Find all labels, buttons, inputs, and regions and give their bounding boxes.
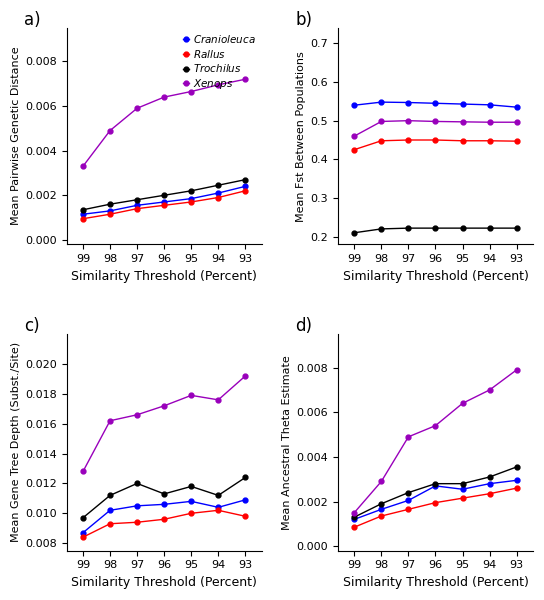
- Y-axis label: Mean Fst Between Populations: Mean Fst Between Populations: [296, 51, 306, 221]
- Text: d): d): [295, 317, 312, 335]
- Y-axis label: Mean Ancestral Theta Estimate: Mean Ancestral Theta Estimate: [282, 355, 293, 530]
- X-axis label: Similarity Threshold (Percent): Similarity Threshold (Percent): [71, 576, 257, 589]
- Text: a): a): [24, 11, 40, 29]
- X-axis label: Similarity Threshold (Percent): Similarity Threshold (Percent): [343, 269, 528, 283]
- Legend: $\it{Cranioleuca}$, $\it{Rallus}$, $\it{Trochilus}$, $\it{Xenops}$: $\it{Cranioleuca}$, $\it{Rallus}$, $\it{…: [183, 33, 256, 91]
- Y-axis label: Mean Gene Tree Depth (Subst./Site): Mean Gene Tree Depth (Subst./Site): [11, 343, 21, 542]
- Text: c): c): [24, 317, 40, 335]
- Y-axis label: Mean Pairwise Genetic Distance: Mean Pairwise Genetic Distance: [11, 47, 21, 226]
- Text: b): b): [295, 11, 312, 29]
- X-axis label: Similarity Threshold (Percent): Similarity Threshold (Percent): [71, 269, 257, 283]
- X-axis label: Similarity Threshold (Percent): Similarity Threshold (Percent): [343, 576, 528, 589]
